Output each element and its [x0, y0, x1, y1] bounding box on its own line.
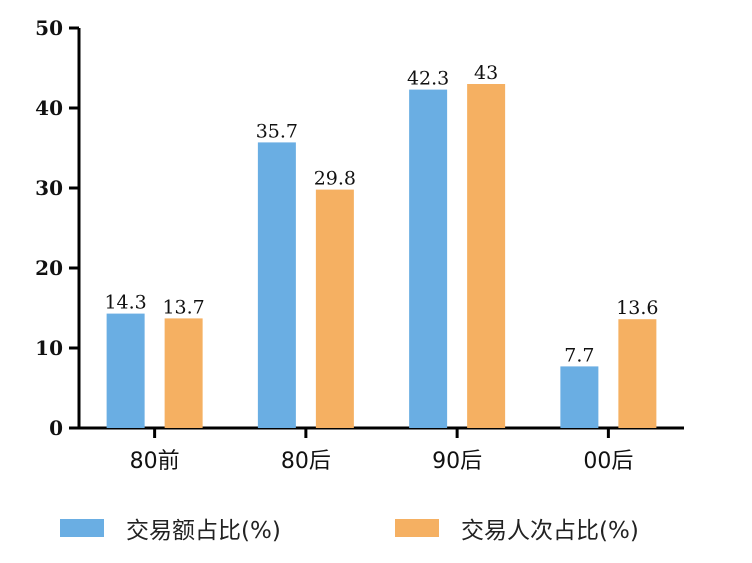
y-tick-label: 10: [35, 336, 63, 360]
y-tick-label: 30: [35, 176, 63, 200]
data-label: 13.6: [616, 297, 658, 319]
x-tick-label: 80前: [130, 449, 180, 474]
legend-label-trade-amount: 交易额占比(%): [126, 518, 281, 544]
legend-swatch-trade-amount: [60, 519, 104, 537]
bar: [164, 318, 203, 428]
bar: [106, 313, 145, 428]
x-tick-label: 00后: [583, 449, 633, 474]
legend-label-trade-count: 交易人次占比(%): [461, 518, 639, 544]
y-tick-label: 50: [35, 16, 63, 40]
data-label: 14.3: [104, 292, 146, 314]
data-label: 7.7: [564, 344, 594, 366]
data-label: 29.8: [314, 168, 356, 190]
bar: [618, 319, 657, 428]
y-tick-label: 40: [35, 96, 63, 120]
legend: 交易额占比(%) 交易人次占比(%): [0, 508, 752, 548]
bar: [409, 89, 448, 428]
x-tick-label: 80后: [281, 449, 331, 474]
bar: [467, 84, 506, 428]
bar: [257, 142, 296, 428]
bar: [560, 366, 599, 428]
y-tick-label: 20: [35, 256, 63, 280]
data-label: 42.3: [407, 68, 449, 90]
legend-item-trade-amount: 交易额占比(%): [60, 508, 281, 548]
bar: [315, 189, 354, 428]
data-label: 13.7: [162, 296, 204, 318]
legend-swatch-trade-count: [395, 519, 439, 537]
legend-item-trade-count: 交易人次占比(%): [395, 508, 639, 548]
data-label: 35.7: [256, 120, 298, 142]
y-tick-label: 0: [49, 416, 63, 440]
bar-chart: 0 10 20 30 40 50 80前 14.3 13.7 80后 35.7 29.8 90后 42.3…: [35, 16, 684, 474]
x-tick-label: 90后: [432, 449, 482, 474]
data-label: 43: [474, 62, 498, 84]
